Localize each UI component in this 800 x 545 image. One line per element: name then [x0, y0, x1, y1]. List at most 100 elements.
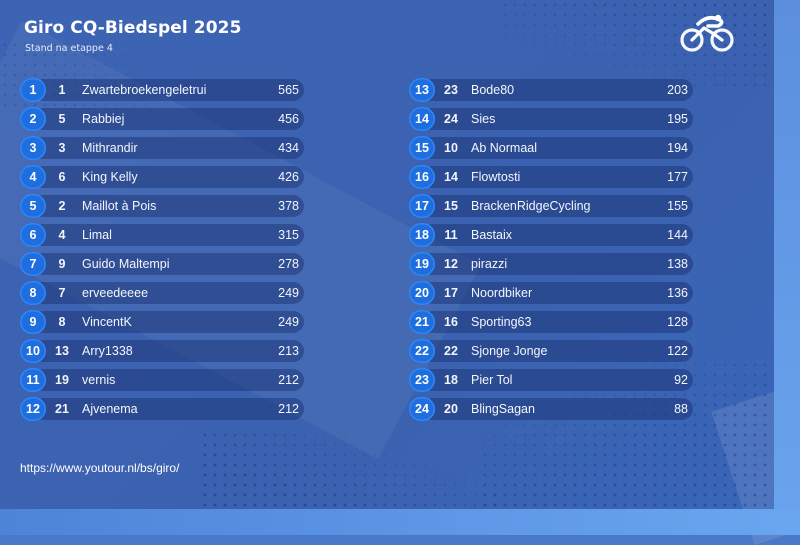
player-points: 212: [278, 373, 299, 387]
rank-badge: 5: [20, 194, 46, 218]
player-name: Bode80: [471, 83, 515, 97]
rank-badge: 9: [20, 310, 46, 334]
standing-row: 22 22 Sjonge Jonge 122: [409, 339, 694, 363]
player-points: 213: [278, 344, 299, 358]
previous-rank: 13: [55, 344, 69, 358]
rank-badge: 8: [20, 281, 46, 305]
standing-row: 13 23 Bode80 203: [409, 78, 694, 102]
standing-row: 19 12 pirazzi 138: [409, 252, 694, 276]
rank-badge: 2: [20, 107, 46, 131]
player-name: Rabbiej: [82, 112, 125, 126]
player-name: King Kelly: [82, 170, 138, 184]
standing-row: 1 1 Zwartebroekengeletrui 565: [20, 78, 305, 102]
standing-row: 10 13 Arry1338 213: [20, 339, 305, 363]
cyclist-icon: [678, 12, 736, 54]
player-points: 565: [278, 83, 299, 97]
player-points: 212: [278, 402, 299, 416]
rank-badge: 6: [20, 223, 46, 247]
standing-row: 2 5 Rabbiej 456: [20, 107, 305, 131]
player-points: 195: [667, 112, 688, 126]
standing-row: 20 17 Noordbiker 136: [409, 281, 694, 305]
player-points: 177: [667, 170, 688, 184]
row-bar: [421, 166, 693, 188]
rank-badge: 3: [20, 136, 46, 160]
player-points: 249: [278, 286, 299, 300]
rank-badge: 11: [20, 368, 46, 392]
row-bar: [32, 369, 304, 391]
player-points: 426: [278, 170, 299, 184]
player-points: 203: [667, 83, 688, 97]
player-name: Ajvenema: [82, 402, 138, 416]
previous-rank: 4: [58, 228, 66, 242]
standing-row: 11 19 vernis 212: [20, 368, 305, 392]
previous-rank: 17: [444, 286, 458, 300]
rank-badge: 23: [409, 368, 435, 392]
row-bar: [421, 369, 693, 391]
player-name: Sjonge Jonge: [471, 344, 548, 358]
standing-row: 5 2 Maillot à Pois 378: [20, 194, 305, 218]
page-title: Giro CQ-Biedspel 2025: [24, 18, 242, 38]
rank-badge: 24: [409, 397, 435, 421]
player-name: Maillot à Pois: [82, 199, 157, 213]
rank-badge: 12: [20, 397, 46, 421]
player-points: 378: [278, 199, 299, 213]
player-name: Arry1338: [82, 344, 133, 358]
player-points: 456: [278, 112, 299, 126]
previous-rank: 15: [444, 199, 458, 213]
page-subtitle: Stand na etappe 4: [25, 43, 113, 54]
rank-badge: 20: [409, 281, 435, 305]
player-name: Pier Tol: [471, 373, 513, 387]
player-points: 128: [667, 315, 688, 329]
previous-rank: 3: [58, 141, 66, 155]
player-points: 92: [674, 373, 688, 387]
player-points: 194: [667, 141, 688, 155]
player-name: pirazzi: [471, 257, 508, 271]
row-bar: [32, 166, 304, 188]
row-bar: [421, 79, 693, 101]
standing-row: 17 15 BrackenRidgeCycling 155: [409, 194, 694, 218]
previous-rank: 24: [444, 112, 458, 126]
player-points: 122: [667, 344, 688, 358]
standing-row: 3 3 Mithrandir 434: [20, 136, 305, 160]
standing-row: 4 6 King Kelly 426: [20, 165, 305, 189]
previous-rank: 7: [58, 286, 66, 300]
rank-badge: 19: [409, 252, 435, 276]
player-name: Sies: [471, 112, 496, 126]
background-strip-right: [774, 0, 800, 535]
row-bar: [32, 137, 304, 159]
standing-row: 6 4 Limal 315: [20, 223, 305, 247]
dot-pattern-bottom: [200, 430, 500, 510]
player-name: Noordbiker: [471, 286, 533, 300]
rank-badge: 22: [409, 339, 435, 363]
row-bar: [421, 398, 693, 420]
player-points: 249: [278, 315, 299, 329]
player-points: 155: [667, 199, 688, 213]
row-bar: [32, 79, 304, 101]
row-bar: [421, 282, 693, 304]
player-name: VincentK: [82, 315, 132, 329]
row-bar: [32, 224, 304, 246]
player-name: Limal: [82, 228, 112, 242]
row-bar: [32, 108, 304, 130]
previous-rank: 20: [444, 402, 458, 416]
player-name: Mithrandir: [82, 141, 138, 155]
player-points: 434: [278, 141, 299, 155]
standing-row: 18 11 Bastaix 144: [409, 223, 694, 247]
player-points: 278: [278, 257, 299, 271]
player-name: Zwartebroekengeletrui: [82, 83, 207, 97]
standing-row: 24 20 BlingSagan 88: [409, 397, 694, 421]
rank-badge: 7: [20, 252, 46, 276]
standing-row: 15 10 Ab Normaal 194: [409, 136, 694, 160]
standings-column-right: 13 23 Bode80 203 14 24 Sies 195 15 10 Ab Normaal 19…: [409, 78, 694, 426]
player-name: erveedeeee: [82, 286, 149, 300]
rank-badge: 4: [20, 165, 46, 189]
player-points: 315: [278, 228, 299, 242]
standing-row: 23 18 Pier Tol 92: [409, 368, 694, 392]
previous-rank: 16: [444, 315, 458, 329]
player-points: 88: [674, 402, 688, 416]
player-name: Guido Maltempi: [82, 257, 170, 271]
footer-url: https://www.youtour.nl/bs/giro/: [20, 461, 180, 475]
player-name: vernis: [82, 373, 116, 387]
previous-rank: 11: [444, 228, 458, 242]
previous-rank: 14: [444, 170, 458, 184]
